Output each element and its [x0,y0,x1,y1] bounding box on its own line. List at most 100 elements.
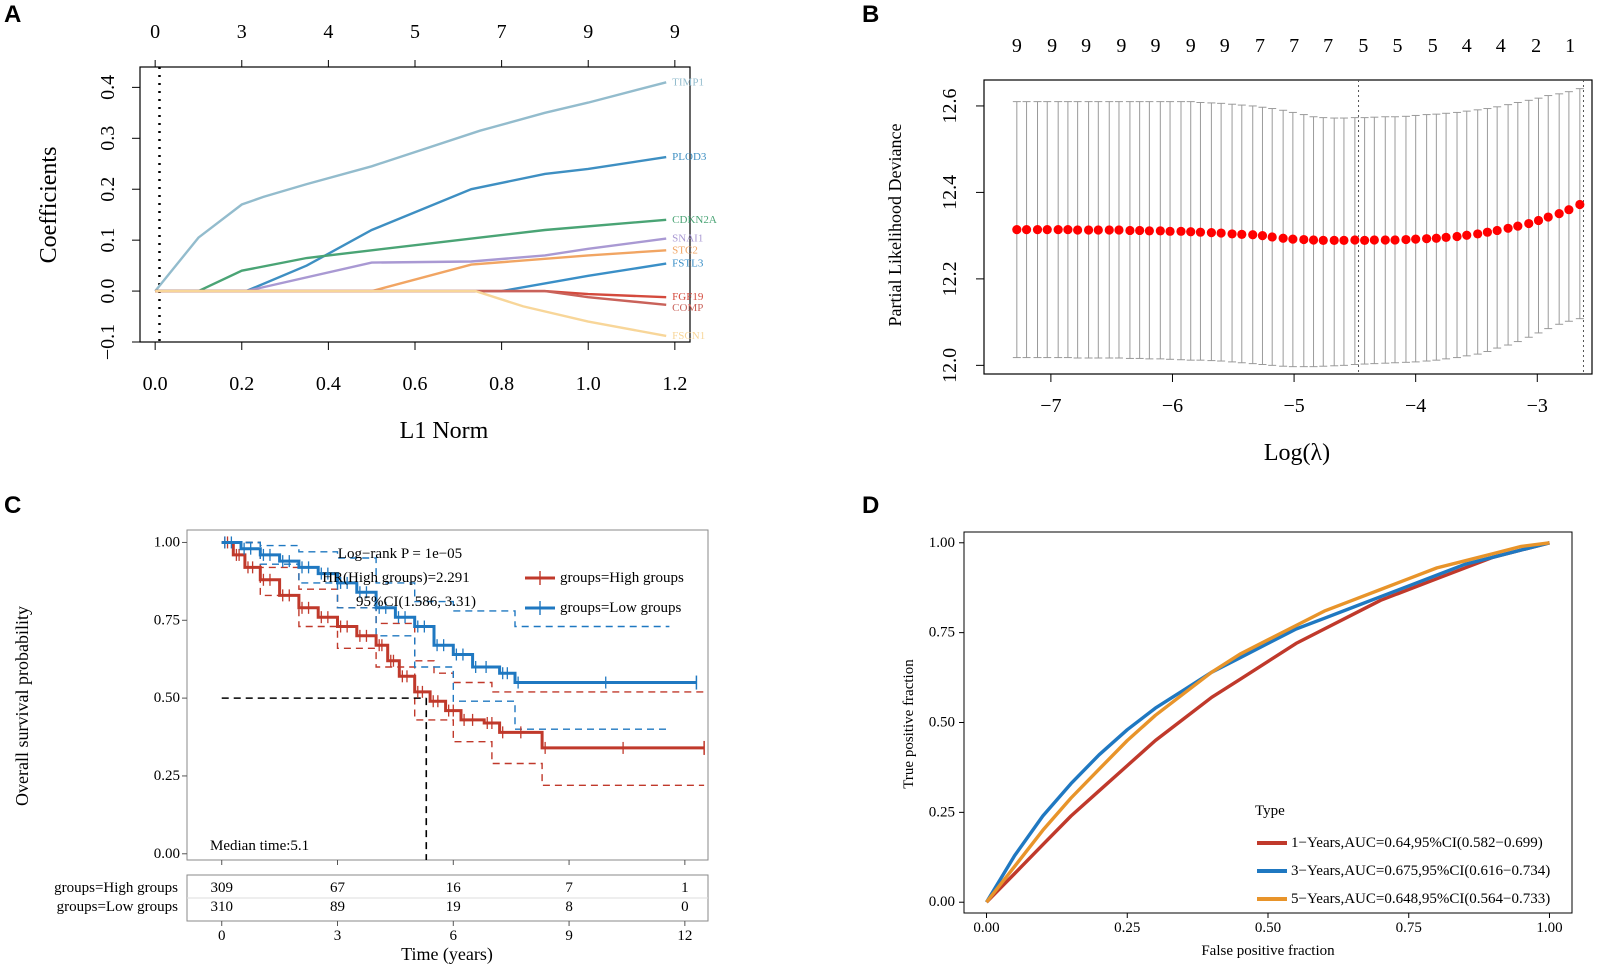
deviance-point [1288,234,1298,244]
deviance-point [1482,227,1493,237]
panel-d-x-tick-label: 0.75 [1396,920,1422,936]
panel-b-top-tick-label: 5 [1392,35,1402,57]
deviance-point [1441,232,1451,242]
panel-a-y-tick-label: 0.2 [97,177,119,202]
panel-a-x-tick-label: 0.6 [403,373,428,395]
panel-c-plot-frame [186,529,709,861]
deviance-point [1308,235,1319,245]
risk-table-cell: 1 [681,880,689,896]
risk-table-cell: 0 [681,899,689,915]
deviance-point [1524,218,1534,229]
roc-legend-label-2: 3−Years,AUC=0.675,95%CI(0.616−0.734) [1291,863,1550,879]
deviance-point [1411,234,1421,244]
panel-d-roc: 0.00 0.25 0.50 0.75 1.00 0.00 0.25 0.50 0.75 1.00… [901,531,1573,959]
panel-b-top-tick-label: 7 [1289,35,1299,57]
deviance-point [1114,225,1124,235]
panel-c-annotation: Log−rank P = 1e−05 [338,546,462,562]
deviance-point [1513,221,1523,231]
panel-d-x-axis-title: False positive fraction [1201,943,1335,959]
deviance-point [1401,234,1411,245]
panel-a-x-tick-label: 0.4 [316,373,341,395]
deviance-point [1299,234,1309,245]
roc-legend-label-1: 1−Years,AUC=0.64,95%CI(0.582−0.699) [1291,835,1543,851]
risk-table-cell: 67 [330,880,346,896]
panel-b-top-tick-label: 5 [1358,35,1368,57]
panel-c-y-tick-label: 1.00 [154,534,180,550]
panel-d-plot-frame [963,531,1573,914]
panel-a-x-axis-title: L1 Norm [400,418,489,444]
panel-b-y-tick-label: 12.6 [939,88,961,123]
panel-d-y-axis-title: True positive fraction [901,659,917,789]
panel-label-b: B [862,1,879,28]
panel-a-top-tick-label: 9 [583,21,593,43]
deviance-point [1554,208,1564,219]
deviance-point [1032,224,1043,235]
panel-d-x-tick-label: 0.50 [1255,920,1281,936]
median-time-label: Median time:5.1 [210,838,309,854]
deviance-point [1473,229,1483,239]
panel-c-y-tick-label: 0.25 [154,768,180,784]
risk-table-cell: 19 [446,899,461,915]
panel-d-y-tick-label: 0.75 [929,625,955,641]
coef-path-cdkn2a [155,218,667,293]
panel-d-y-tick-label: 0.00 [929,894,955,910]
coef-label-plod3: PLOD3 [672,151,707,163]
deviance-point [1063,224,1073,235]
panel-a-top-tick-label: 3 [237,21,247,43]
panel-b-x-tick-label: −3 [1527,395,1548,417]
panel-d-y-tick-label: 0.50 [929,715,955,731]
deviance-point [1206,228,1216,238]
deviance-point [1125,225,1135,236]
risk-x-tick-label: 6 [450,928,458,944]
coef-path-fstl3 [155,262,667,293]
coef-path-fscn1 [155,289,667,338]
deviance-point [1575,199,1585,210]
panel-b-plot-frame [983,79,1593,375]
risk-x-tick-label: 9 [565,928,573,944]
deviance-point [1278,233,1288,243]
deviance-point [1093,225,1103,235]
coef-label-stc2: STC2 [672,244,698,256]
deviance-point [1452,231,1462,242]
legend-label-groups-low-groups: groups=Low groups [560,600,682,616]
deviance-point [1492,225,1502,236]
deviance-point [1155,226,1165,236]
panel-a-y-tick-label: 0.3 [97,126,119,151]
coef-label-timp1: TIMP1 [672,76,704,88]
deviance-point [1144,226,1154,236]
deviance-point [1380,235,1390,245]
deviance-point [1042,224,1052,235]
deviance-point [1257,231,1268,241]
deviance-point [1422,234,1432,244]
panel-a-x-tick-label: 1.0 [576,373,601,395]
panel-a-plot-frame [139,66,691,343]
risk-x-tick-label: 12 [677,928,692,944]
panel-a-top-tick-label: 7 [497,21,507,43]
coef-path-timp1 [154,81,667,292]
panel-label-c: C [4,492,21,519]
deviance-point [1369,235,1379,245]
panel-b-top-tick-label: 5 [1428,35,1438,57]
deviance-point [1186,227,1196,237]
panel-b-y-tick-label: 12.4 [939,175,961,210]
panel-b-y-tick-label: 12.2 [939,261,961,296]
panel-a-x-tick-label: 0.8 [489,373,514,395]
panel-c-y-tick-label: 0.00 [154,846,180,862]
panel-b-top-tick-label: 4 [1462,35,1472,57]
km-ci-upper-groups-low-groups [221,541,670,628]
deviance-point [1104,225,1114,235]
panel-b-top-tick-label: 9 [1081,35,1091,57]
risk-table-cell: 309 [210,880,233,896]
deviance-point [1462,230,1472,240]
panel-a-top-tick-label: 5 [410,21,420,43]
panel-a-lasso-coefficient-paths: −0.1 0.0 0.1 0.2 0.3 0.4 0.0 0.2 0.4 0.6 0.8 1.0 1.2… [36,21,717,444]
panel-b-y-axis-title: Partial Likelihood Deviance [885,124,905,327]
panel-c-y-axis-title: Overall survival probability [12,606,32,806]
deviance-point [1021,224,1032,235]
panel-b-top-tick-label: 7 [1255,35,1265,57]
deviance-point [1360,235,1370,246]
panel-label-d: D [862,492,879,519]
panel-b-x-tick-label: −5 [1283,395,1304,417]
panel-b-top-tick-label: 9 [1220,35,1230,57]
